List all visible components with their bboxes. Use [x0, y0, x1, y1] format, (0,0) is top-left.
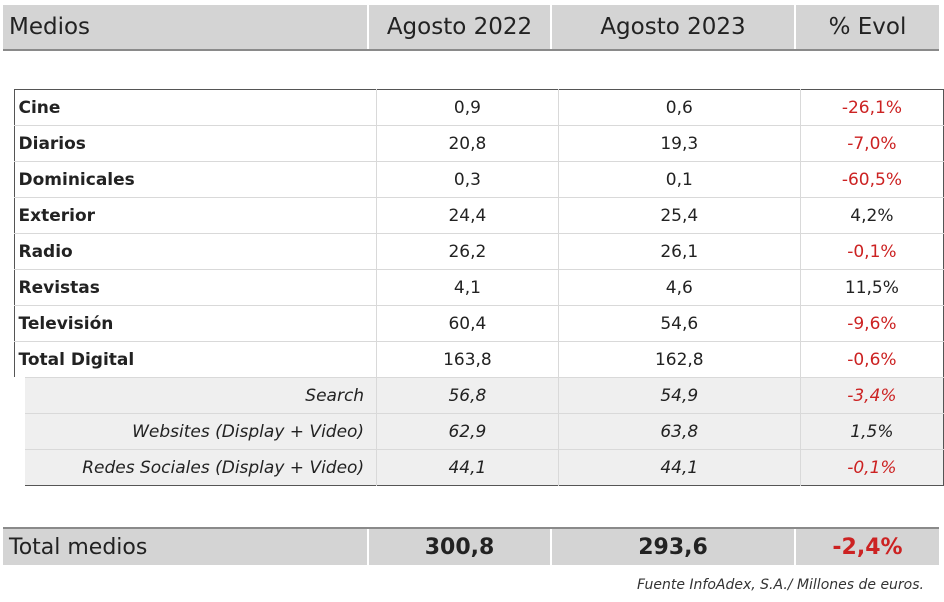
value-2023: 54,9 — [558, 377, 801, 414]
value-evol: -0,6% — [800, 341, 944, 378]
value-2022: 4,1 — [376, 269, 559, 306]
value-evol: -7,0% — [800, 125, 944, 162]
row-label: Cine — [14, 89, 378, 126]
total-table: Total medios 300,8 293,6 -2,4% — [3, 527, 939, 565]
header-table: Medios Agosto 2022 Agosto 2023 % Evol — [3, 5, 939, 51]
value-2023: 44,1 — [558, 449, 801, 486]
value-2023: 26,1 — [558, 233, 801, 270]
value-evol: 4,2% — [800, 197, 944, 234]
table-row: Revistas 4,1 4,6 11,5% — [14, 269, 944, 306]
table-row: Total Digital 163,8 162,8 -0,6% — [14, 341, 944, 378]
row-label: Revistas — [14, 269, 378, 306]
value-evol: 1,5% — [800, 413, 944, 450]
value-2022: 62,9 — [376, 413, 559, 450]
total-evol: -2,4% — [794, 527, 939, 565]
value-2022: 0,9 — [376, 89, 559, 126]
header-agosto-2022: Agosto 2022 — [367, 5, 551, 51]
header-row: Medios Agosto 2022 Agosto 2023 % Evol — [3, 5, 939, 51]
total-label: Total medios — [3, 527, 368, 565]
row-label: Radio — [14, 233, 378, 270]
row-label: Websites (Display + Video) — [3, 413, 378, 450]
header-evol: % Evol — [794, 5, 939, 51]
total-2023: 293,6 — [550, 527, 795, 565]
value-2023: 4,6 — [558, 269, 801, 306]
header-agosto-2023: Agosto 2023 — [550, 5, 795, 51]
value-2023: 162,8 — [558, 341, 801, 378]
row-label: Televisión — [14, 305, 378, 342]
value-evol: -3,4% — [800, 377, 944, 414]
subrow: Websites (Display + Video) 62,9 63,8 1,5% — [3, 413, 944, 450]
value-2022: 163,8 — [376, 341, 559, 378]
value-2022: 60,4 — [376, 305, 559, 342]
value-evol: -60,5% — [800, 161, 944, 198]
value-evol: -0,1% — [800, 449, 944, 486]
value-evol: -9,6% — [800, 305, 944, 342]
value-2022: 0,3 — [376, 161, 559, 198]
value-2023: 19,3 — [558, 125, 801, 162]
value-2022: 56,8 — [376, 377, 559, 414]
table-row: Radio 26,2 26,1 -0,1% — [14, 233, 944, 270]
table-row: Exterior 24,4 25,4 4,2% — [14, 197, 944, 234]
row-label: Total Digital — [14, 341, 378, 378]
row-label: Dominicales — [14, 161, 378, 198]
value-2023: 54,6 — [558, 305, 801, 342]
media-table: Cine 0,9 0,6 -26,1% Diarios 20,8 19,3 -7,0% Domi… — [3, 89, 944, 486]
value-2023: 0,1 — [558, 161, 801, 198]
subrow: Search 56,8 54,9 -3,4% — [3, 377, 944, 414]
value-2022: 44,1 — [376, 449, 559, 486]
subrow: Redes Sociales (Display + Video) 44,1 44,1… — [3, 449, 944, 486]
table-row: Televisión 60,4 54,6 -9,6% — [14, 305, 944, 342]
table-row: Diarios 20,8 19,3 -7,0% — [14, 125, 944, 162]
row-label: Diarios — [14, 125, 378, 162]
value-2022: 24,4 — [376, 197, 559, 234]
value-2023: 25,4 — [558, 197, 801, 234]
value-2022: 20,8 — [376, 125, 559, 162]
total-2022: 300,8 — [367, 527, 551, 565]
value-2023: 0,6 — [558, 89, 801, 126]
row-label: Search — [3, 377, 378, 414]
table-row: Cine 0,9 0,6 -26,1% — [14, 89, 944, 126]
header-medios: Medios — [3, 5, 368, 51]
total-row: Total medios 300,8 293,6 -2,4% — [3, 527, 939, 565]
value-evol: -0,1% — [800, 233, 944, 270]
table-row: Dominicales 0,3 0,1 -60,5% — [14, 161, 944, 198]
value-2023: 63,8 — [558, 413, 801, 450]
source-note: Fuente InfoAdex, S.A./ Millones de euros… — [637, 577, 924, 593]
row-label: Redes Sociales (Display + Video) — [3, 449, 378, 486]
value-2022: 26,2 — [376, 233, 559, 270]
row-label: Exterior — [14, 197, 378, 234]
value-evol: 11,5% — [800, 269, 944, 306]
value-evol: -26,1% — [800, 89, 944, 126]
